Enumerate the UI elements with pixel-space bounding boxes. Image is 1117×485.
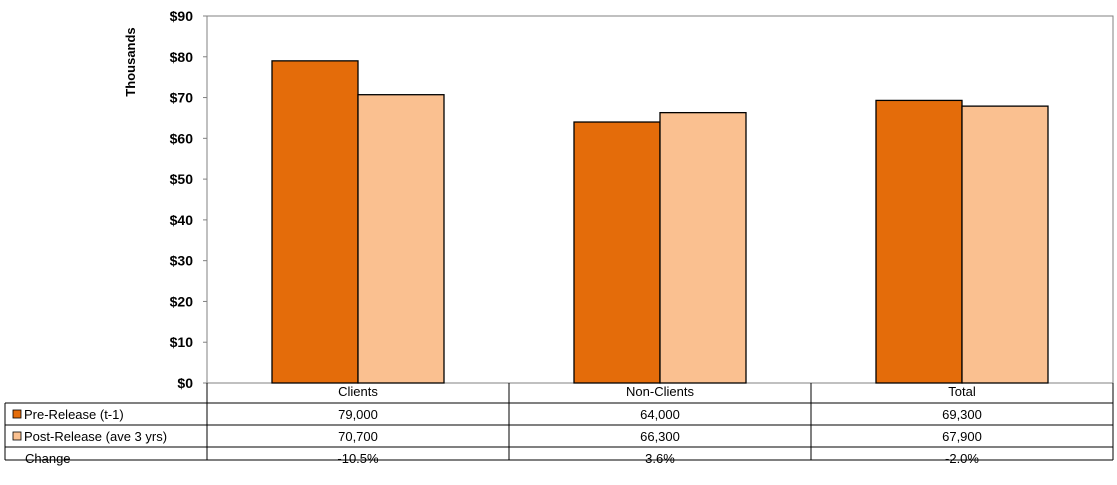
bar [271,60,359,384]
row-label: Pre-Release (t-1) [24,407,124,422]
table-cell: 64,000 [640,407,680,422]
table-cell: 3.6% [645,451,675,466]
data-table: Clients Non-Clients Total Pre-Release (t-1)… [4,383,1114,466]
table-cell: 66,300 [640,429,680,444]
category-label: Total [948,384,976,399]
category-label: Clients [338,384,378,399]
bar [659,111,747,384]
legend-key [12,431,22,441]
bar [961,105,1049,384]
bar [875,99,963,384]
row-label: Post-Release (ave 3 yrs) [24,429,167,444]
bar [357,94,445,384]
y-tick-label: $40 [170,212,194,228]
table-cell: -2.0% [945,451,979,466]
bars [271,60,1049,384]
y-tick-label: $0 [177,375,193,391]
y-tick-label: $80 [170,49,194,65]
y-tick-label: $70 [170,90,194,106]
category-label: Non-Clients [626,384,694,399]
y-tick-label: $50 [170,171,194,187]
y-tick-label: $30 [170,253,194,269]
y-tick-label: $20 [170,293,194,309]
row-label: Change [25,451,71,466]
legend-key [12,409,22,419]
y-axis-title: Thousands [123,27,138,96]
bar [573,121,661,384]
y-tick-label: $60 [170,130,194,146]
table-cell: 79,000 [338,407,378,422]
table-cell: 70,700 [338,429,378,444]
y-tick-label: $90 [170,8,194,24]
table-cell: 67,900 [942,429,982,444]
y-tick-label: $10 [170,334,194,350]
table-cell: 69,300 [942,407,982,422]
table-cell: -10.5% [337,451,379,466]
